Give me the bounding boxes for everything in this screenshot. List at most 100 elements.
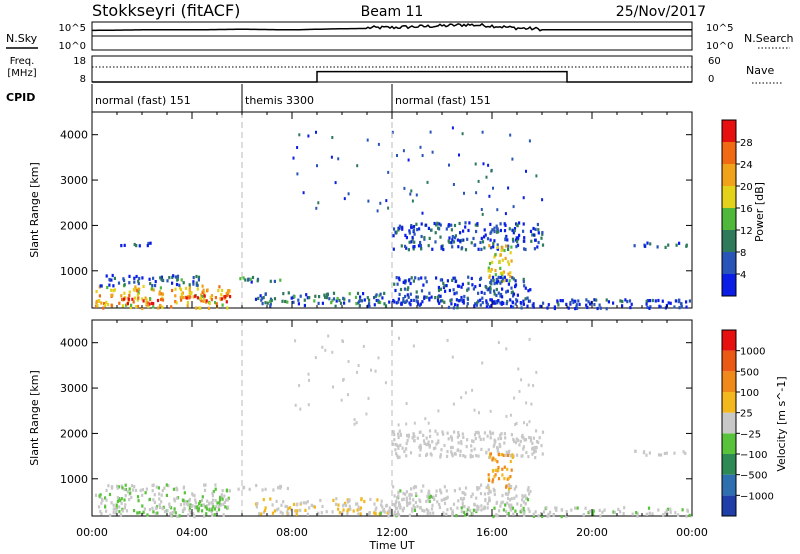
data-cell — [534, 238, 537, 242]
colorbar-tick-label: 4 — [740, 270, 746, 281]
data-cell — [520, 508, 524, 512]
data-cell — [481, 212, 484, 216]
data-cell — [678, 306, 681, 310]
data-cell — [440, 448, 443, 452]
data-cell — [507, 476, 510, 480]
data-cell — [406, 293, 409, 297]
data-cell — [282, 500, 285, 504]
data-cell — [366, 296, 369, 300]
data-cell — [144, 491, 147, 495]
data-cell — [113, 288, 116, 292]
data-cell — [128, 274, 131, 278]
data-cell — [156, 511, 159, 515]
data-cell — [669, 507, 672, 511]
data-cell — [524, 297, 527, 301]
data-cell — [100, 512, 103, 516]
data-cell — [488, 455, 491, 459]
data-cell — [154, 284, 157, 288]
data-cell — [514, 441, 518, 445]
data-cell — [528, 139, 531, 143]
data-cell — [576, 506, 579, 510]
data-cell — [427, 421, 430, 425]
data-cell — [159, 276, 162, 280]
data-cell — [459, 231, 462, 235]
data-cell — [422, 484, 425, 488]
data-cell — [175, 486, 178, 490]
data-cell — [473, 502, 476, 506]
data-cell — [493, 226, 496, 230]
data-cell — [419, 302, 422, 306]
data-cell — [528, 492, 531, 496]
data-cell — [486, 502, 489, 506]
data-cell — [500, 248, 503, 253]
data-cell — [136, 304, 139, 309]
data-cell — [264, 487, 267, 491]
data-cell — [658, 304, 661, 308]
data-cell — [211, 513, 214, 517]
data-cell — [495, 224, 498, 228]
data-cell — [524, 502, 527, 506]
data-cell — [123, 487, 126, 492]
data-cell — [451, 445, 454, 450]
data-cell — [407, 158, 410, 162]
data-cell — [221, 303, 224, 307]
data-cell — [487, 473, 490, 477]
data-cell — [418, 303, 421, 307]
data-cell — [598, 508, 601, 512]
data-cell — [475, 454, 478, 458]
data-cell — [331, 510, 334, 514]
data-cell — [242, 485, 246, 489]
data-cell — [383, 510, 386, 514]
data-cell — [188, 508, 191, 512]
data-cell — [414, 276, 417, 280]
data-cell — [205, 512, 208, 516]
data-cell — [507, 260, 510, 264]
data-cell — [460, 396, 463, 400]
data-cell — [129, 306, 132, 310]
data-cell — [298, 384, 301, 388]
data-cell — [412, 504, 415, 508]
data-cell — [116, 486, 119, 490]
data-cell — [123, 243, 126, 247]
x-axis-label: Time UT — [368, 539, 414, 552]
data-cell — [474, 285, 477, 289]
data-cell — [522, 277, 525, 281]
data-cell — [409, 303, 412, 307]
data-cell — [489, 298, 492, 302]
data-cell — [192, 295, 195, 299]
data-cell — [439, 287, 442, 291]
data-cell — [555, 508, 558, 512]
data-cell — [659, 305, 662, 309]
data-cell — [141, 297, 144, 301]
data-cell — [523, 438, 526, 442]
data-cell — [546, 514, 549, 518]
data-cell — [132, 287, 135, 292]
data-cell — [489, 238, 492, 242]
data-cell — [420, 489, 423, 493]
data-cell — [443, 485, 446, 489]
data-cell — [203, 297, 206, 301]
data-cell — [603, 508, 606, 512]
data-cell — [133, 296, 137, 300]
data-cell — [488, 275, 491, 279]
data-cell — [500, 452, 504, 457]
data-cell — [532, 302, 535, 306]
data-cell — [436, 298, 440, 302]
data-cell — [317, 301, 320, 305]
y-tick-label: 3000 — [60, 382, 88, 395]
data-cell — [138, 287, 141, 291]
data-cell — [510, 286, 513, 290]
cpid-segment-label: themis 3300 — [245, 94, 314, 107]
data-cell — [539, 304, 542, 308]
data-cell — [443, 300, 446, 304]
freq-label-line2: [MHz] — [7, 68, 36, 79]
data-cell — [366, 138, 369, 142]
data-cell — [416, 436, 419, 440]
cpid-segments: normal (fast) 151 themis 3300 normal (fast… — [91, 84, 491, 112]
data-cell — [514, 284, 517, 288]
data-cell — [440, 498, 443, 502]
data-cell — [601, 510, 604, 514]
data-cell — [148, 277, 151, 281]
data-cell — [224, 295, 227, 299]
